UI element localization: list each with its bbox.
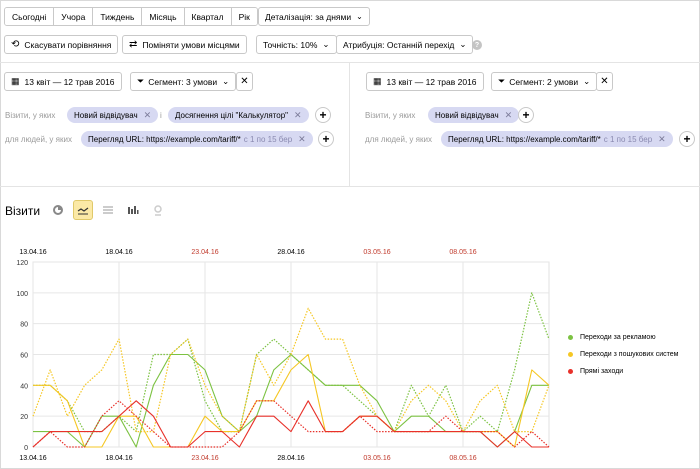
swap-icon: ⇄ [129,39,138,50]
close-icon[interactable]: ✕ [504,109,513,120]
accuracy-label: Точність: 10% [263,39,318,50]
legend-color-dot [568,369,573,374]
filter-icon: ⏷ [137,76,145,86]
divider [0,186,700,187]
left-goal-tag[interactable]: Досягнення цілі "Калькулятор" ✕ [168,107,309,123]
period-month-button[interactable]: Місяць [142,8,185,25]
attribution-label: Атрибуція: Останній перехід [343,39,455,50]
chevron-down-icon: ⌄ [222,76,230,86]
period-year-button[interactable]: Рік [231,8,257,25]
plus-icon: + [522,108,530,122]
left-date-label: 13 квіт — 12 трав 2016 [24,76,115,87]
tag-date-range: с 1 по 15 бер [603,134,653,144]
period-quarter-button[interactable]: Квартал [184,8,232,25]
right-url-tag[interactable]: Перегляд URL: https://example.com/tariff… [441,131,673,147]
close-icon[interactable]: ✕ [298,133,306,144]
right-segment-dropdown[interactable]: ⏷ Сегмент: 2 умови ⌄ [491,72,598,91]
chart-title: Візити [5,204,41,218]
legend-label: Переходи за рекламою [580,334,656,341]
right-date-label: 13 квіт — 12 трав 2016 [386,76,477,87]
period-today-button[interactable]: Сьогодні [5,8,55,25]
and-label: і [160,111,162,120]
chevron-down-icon: ⌄ [583,76,591,86]
help-icon[interactable]: ? [472,40,482,50]
legend-item-ads[interactable]: Переходи за рекламою [568,334,656,341]
filter-icon: ⏷ [498,76,506,86]
tag-date-range: с 1 по 15 бер [243,134,293,144]
refresh-icon: ⟲ [11,39,20,50]
pie-chart-icon[interactable] [48,200,68,220]
right-segment-label: Сегмент: 2 умови [509,76,579,87]
cancel-compare-label: Скасувати порівняння [24,39,112,50]
area-chart-icon[interactable] [98,200,118,220]
right-segment-close-button[interactable]: ✕ [596,72,613,91]
period-selector: Сьогодні Учора Тиждень Місяць Квартал Рі… [4,7,258,26]
calendar-icon: ▦ [373,76,382,86]
right-new-visitor-tag[interactable]: Новий відвідувач ✕ [428,107,520,123]
right-people-label: для людей, у яких [365,135,432,144]
left-add-condition-button[interactable]: + [315,107,331,123]
accuracy-dropdown[interactable]: Точність: 10% ⌄ [256,35,337,54]
close-icon[interactable]: ✕ [658,133,666,144]
left-visits-label: Візити, у яких [5,111,56,120]
chevron-down-icon: ⌄ [322,39,330,49]
left-add-condition-button[interactable]: + [318,131,334,147]
right-add-condition-button[interactable]: + [679,131,695,147]
plus-icon: + [319,108,327,122]
legend-label: Прямі заходи [580,368,624,375]
period-yesterday-button[interactable]: Учора [54,8,94,25]
swap-conditions-button[interactable]: ⇄ Поміняти умови місцями [122,35,247,54]
left-new-visitor-tag[interactable]: Новий відвідувач ✕ [67,107,159,123]
right-add-condition-button[interactable]: + [518,107,534,123]
calendar-icon: ▦ [11,76,20,86]
right-date-picker[interactable]: ▦ 13 квіт — 12 трав 2016 [366,72,484,91]
divider [0,62,700,63]
chevron-down-icon: ⌄ [356,12,363,21]
tag-label: Новий відвідувач [435,110,499,120]
close-icon[interactable]: ✕ [294,109,302,120]
legend-item-search[interactable]: Переходи з пошукових систем [568,351,678,358]
line-chart-icon[interactable] [73,200,93,220]
legend-color-dot [568,352,573,357]
chevron-down-icon: ⌄ [459,39,467,49]
left-date-picker[interactable]: ▦ 13 квіт — 12 трав 2016 [4,72,122,91]
left-people-label: для людей, у яких [5,135,72,144]
tag-label: Перегляд URL: https://example.com/tariff… [448,134,601,144]
tag-label: Досягнення цілі "Калькулятор" [175,110,289,120]
plus-icon: + [322,132,330,146]
swap-label: Поміняти умови місцями [142,39,240,50]
detail-dropdown[interactable]: Деталізація: за днями ⌄ [258,7,370,26]
right-visits-label: Візити, у яких [365,111,416,120]
legend-label: Переходи з пошукових систем [580,351,679,358]
tag-label: Перегляд URL: https://example.com/tariff… [88,134,241,144]
legend-color-dot [568,335,573,340]
tag-label: Новий відвідувач [74,110,138,120]
close-icon[interactable]: ✕ [143,109,152,120]
period-week-button[interactable]: Тиждень [93,8,143,25]
left-segment-dropdown[interactable]: ⏷ Сегмент: 3 умови ⌄ [130,72,237,91]
close-icon: ✕ [240,76,249,87]
divider [349,62,350,186]
legend-item-direct[interactable]: Прямі заходи [568,368,623,375]
close-icon: ✕ [600,76,609,87]
plus-icon: + [683,132,691,146]
left-segment-close-button[interactable]: ✕ [236,72,253,91]
attribution-dropdown[interactable]: Атрибуція: Останній перехід ⌄ [336,35,474,54]
cancel-compare-button[interactable]: ⟲ Скасувати порівняння [4,35,119,54]
map-pin-icon[interactable] [148,200,168,220]
bar-chart-icon[interactable] [123,200,143,220]
left-segment-label: Сегмент: 3 умови [148,76,218,87]
left-url-tag[interactable]: Перегляд URL: https://example.com/tariff… [81,131,313,147]
detail-label: Деталізація: за днями [265,11,352,22]
